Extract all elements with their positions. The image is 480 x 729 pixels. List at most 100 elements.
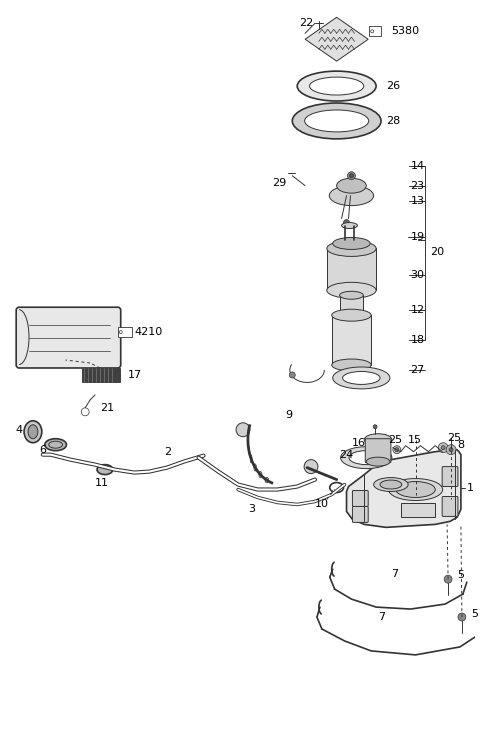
Circle shape [458, 613, 466, 621]
Text: 7: 7 [391, 569, 398, 580]
Ellipse shape [236, 423, 250, 437]
Bar [82, 368, 120, 382]
FancyBboxPatch shape [352, 491, 368, 507]
Circle shape [446, 445, 456, 455]
Polygon shape [347, 450, 461, 527]
Bar [369, 26, 381, 36]
Ellipse shape [364, 434, 392, 445]
Text: 28: 28 [386, 116, 400, 126]
Text: 20: 20 [431, 247, 444, 257]
Circle shape [444, 575, 452, 583]
Ellipse shape [327, 282, 376, 298]
Text: 27: 27 [410, 365, 425, 375]
Ellipse shape [251, 455, 252, 463]
Text: 11: 11 [95, 477, 109, 488]
FancyBboxPatch shape [442, 496, 458, 516]
Ellipse shape [373, 477, 408, 491]
Text: 18: 18 [410, 335, 425, 345]
Circle shape [441, 445, 445, 450]
Ellipse shape [332, 359, 371, 371]
Text: 21: 21 [100, 403, 114, 413]
Circle shape [371, 30, 373, 33]
Text: 1: 1 [467, 483, 474, 493]
Text: 24: 24 [338, 450, 353, 460]
FancyBboxPatch shape [16, 307, 120, 368]
Ellipse shape [341, 447, 392, 469]
FancyBboxPatch shape [442, 467, 458, 486]
Ellipse shape [297, 71, 376, 101]
Ellipse shape [329, 186, 373, 206]
Circle shape [344, 219, 349, 225]
Ellipse shape [28, 425, 38, 439]
Text: 6: 6 [39, 445, 46, 455]
Text: 12: 12 [410, 305, 425, 315]
Ellipse shape [366, 457, 390, 466]
Text: 7: 7 [378, 612, 385, 622]
Ellipse shape [343, 372, 380, 384]
Text: 3: 3 [248, 504, 255, 515]
Ellipse shape [342, 222, 358, 228]
Ellipse shape [248, 445, 249, 453]
Text: 13: 13 [410, 195, 425, 206]
Bar [332, 315, 371, 365]
Circle shape [289, 372, 295, 378]
Ellipse shape [380, 480, 402, 489]
Ellipse shape [304, 460, 318, 474]
Ellipse shape [333, 238, 370, 249]
Text: 19: 19 [410, 233, 425, 243]
Circle shape [373, 425, 377, 429]
Text: 23: 23 [410, 181, 425, 191]
Ellipse shape [24, 421, 42, 443]
Text: 30: 30 [410, 270, 425, 281]
Text: 25: 25 [447, 433, 461, 443]
Ellipse shape [396, 482, 435, 497]
Ellipse shape [340, 292, 363, 299]
Ellipse shape [97, 464, 113, 475]
Text: 5: 5 [457, 570, 464, 580]
Bar [340, 295, 363, 315]
Circle shape [119, 331, 122, 334]
Ellipse shape [248, 426, 249, 434]
Ellipse shape [388, 478, 443, 501]
Ellipse shape [305, 110, 369, 132]
Circle shape [393, 445, 401, 453]
Text: 5380: 5380 [391, 26, 419, 36]
Ellipse shape [332, 309, 371, 321]
Text: 2: 2 [164, 447, 171, 456]
Circle shape [348, 172, 355, 180]
Circle shape [438, 443, 448, 453]
Text: 9: 9 [286, 410, 292, 420]
Text: 15: 15 [408, 434, 421, 445]
Text: 16: 16 [351, 437, 365, 448]
Text: 8: 8 [457, 440, 464, 450]
Bar [118, 327, 132, 337]
Text: 5: 5 [471, 609, 478, 619]
Ellipse shape [259, 472, 262, 477]
Text: 22: 22 [299, 18, 313, 28]
Ellipse shape [333, 367, 390, 389]
Text: 4: 4 [15, 425, 22, 434]
Text: 4210: 4210 [134, 327, 163, 337]
Ellipse shape [349, 451, 384, 464]
FancyBboxPatch shape [365, 439, 391, 463]
Text: 29: 29 [273, 178, 287, 187]
Polygon shape [305, 17, 368, 61]
Text: 25: 25 [388, 434, 402, 445]
Ellipse shape [45, 439, 66, 451]
Text: 26: 26 [386, 81, 400, 91]
FancyBboxPatch shape [352, 507, 368, 523]
Ellipse shape [327, 241, 376, 257]
Circle shape [395, 448, 399, 452]
Ellipse shape [292, 103, 381, 139]
Circle shape [349, 174, 353, 178]
Text: 17: 17 [128, 370, 142, 380]
Bar [327, 249, 376, 290]
Text: 14: 14 [410, 161, 425, 171]
Ellipse shape [342, 238, 358, 243]
Ellipse shape [265, 477, 268, 483]
Ellipse shape [336, 178, 366, 193]
Text: 10: 10 [315, 499, 329, 510]
Ellipse shape [254, 464, 256, 471]
Bar [401, 504, 435, 518]
Circle shape [449, 448, 453, 452]
